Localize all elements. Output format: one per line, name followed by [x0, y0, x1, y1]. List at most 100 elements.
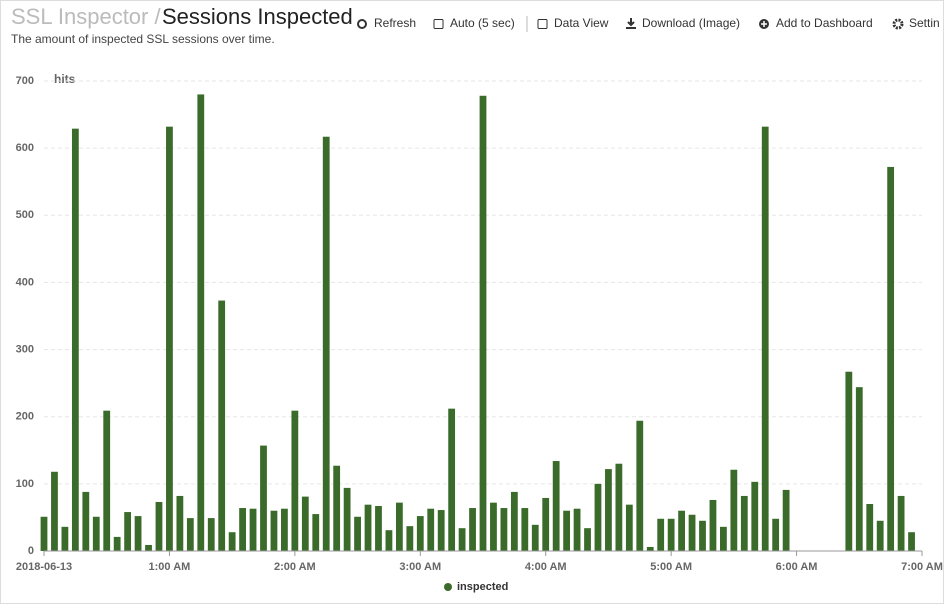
settings-icon — [892, 18, 904, 30]
bar — [113, 536, 121, 551]
bar — [740, 495, 748, 551]
bar — [395, 502, 403, 551]
bar — [678, 510, 685, 551]
bar — [594, 483, 602, 551]
bar — [510, 491, 518, 551]
bar — [82, 491, 90, 551]
bar — [40, 516, 48, 551]
bar — [291, 410, 299, 551]
bar — [908, 532, 915, 551]
bar — [375, 506, 382, 551]
bar — [228, 532, 236, 551]
bar — [186, 518, 194, 551]
bar — [646, 546, 654, 551]
bar — [897, 495, 905, 551]
bar — [197, 94, 205, 551]
add-label[interactable]: Add to Dashboard — [776, 16, 873, 30]
y-tick-label: 700 — [16, 75, 34, 87]
bar — [751, 481, 759, 551]
y-tick-label: 200 — [16, 411, 34, 423]
bar — [845, 371, 853, 551]
bar — [573, 508, 581, 551]
bar — [437, 510, 445, 551]
bar — [730, 469, 738, 551]
bar — [855, 387, 863, 551]
y-tick-label: 400 — [16, 276, 34, 288]
bar — [699, 520, 706, 551]
bar — [866, 504, 874, 551]
legend-label: inspected — [457, 581, 508, 593]
bar — [490, 502, 497, 551]
bar — [552, 461, 560, 551]
bar — [333, 465, 341, 551]
bar — [124, 512, 132, 551]
bar — [772, 518, 780, 551]
widget-title: Sessions Inspected — [162, 4, 353, 29]
bar — [667, 518, 675, 551]
legend-swatch — [444, 583, 452, 591]
refresh-icon — [357, 19, 367, 29]
bar — [876, 520, 884, 551]
bar — [270, 510, 278, 551]
bar — [92, 516, 100, 551]
bar — [688, 514, 696, 551]
refresh-button[interactable]: Refresh — [357, 16, 416, 30]
y-tick-label: 500 — [16, 209, 34, 221]
bar — [176, 495, 184, 551]
bar — [448, 408, 456, 551]
bar — [134, 516, 142, 551]
x-tick-label: 2018-06-13 — [16, 561, 72, 573]
bar — [657, 518, 665, 551]
download-icon — [626, 18, 636, 29]
auto-checkbox[interactable] — [433, 19, 444, 29]
bar — [563, 510, 571, 551]
bar — [605, 469, 612, 551]
y-axis-label: hits — [54, 72, 76, 86]
x-tick-label: 3:00 AM — [399, 561, 441, 573]
bar — [343, 487, 351, 551]
bar — [312, 514, 320, 551]
subtitle: The amount of inspected SSL sessions ove… — [11, 32, 275, 46]
data-view-label[interactable]: Data View — [554, 16, 609, 30]
settings-label[interactable]: Settings — [909, 16, 944, 30]
bar — [218, 300, 226, 551]
bar — [709, 499, 717, 551]
y-tick-label: 100 — [16, 478, 34, 490]
y-tick-label: 300 — [16, 343, 34, 355]
bar — [385, 530, 393, 551]
x-tick-label: 7:00 AM — [901, 561, 943, 573]
bar — [71, 128, 79, 551]
x-tick-label: 2:00 AM — [274, 561, 316, 573]
bar — [155, 501, 163, 551]
bar — [301, 496, 309, 551]
bar — [531, 524, 539, 551]
bar — [416, 516, 424, 551]
bar — [322, 136, 330, 551]
bar — [249, 508, 257, 551]
bar — [364, 504, 372, 551]
bar — [260, 445, 267, 551]
bar — [542, 497, 550, 551]
x-tick-label: 4:00 AM — [525, 561, 567, 573]
add-icon-plus — [761, 21, 767, 27]
bar — [479, 95, 487, 552]
bar — [281, 508, 288, 551]
auto-label[interactable]: Auto (5 sec) — [450, 16, 515, 30]
toolbar: Refresh Auto (5 sec) Data View Download … — [357, 16, 944, 32]
bar — [615, 463, 623, 551]
bar — [406, 526, 414, 551]
data-view-checkbox[interactable] — [537, 19, 548, 29]
refresh-label[interactable]: Refresh — [374, 16, 416, 30]
bar — [103, 410, 111, 551]
download-label[interactable]: Download (Image) — [642, 16, 740, 30]
y-tick-label: 0 — [28, 545, 34, 557]
breadcrumb[interactable]: SSL Inspector / — [11, 4, 161, 29]
bar — [720, 526, 727, 551]
bar — [51, 471, 58, 551]
bar — [207, 518, 215, 551]
bar — [354, 516, 361, 551]
bar — [458, 528, 466, 551]
bar — [625, 504, 633, 551]
bar — [500, 508, 508, 551]
